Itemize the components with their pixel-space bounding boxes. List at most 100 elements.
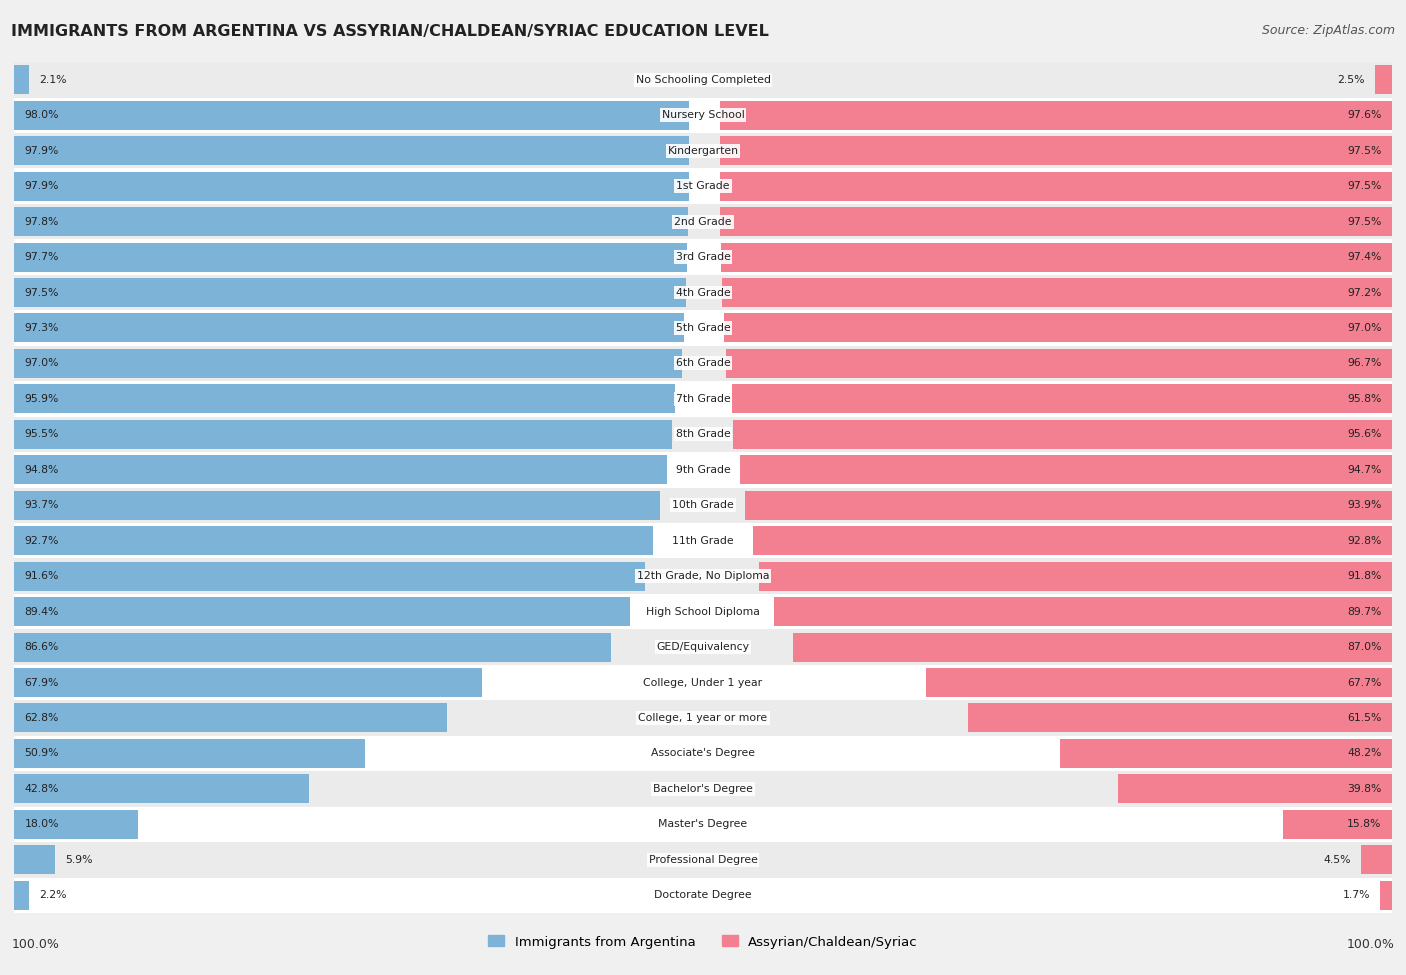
Bar bbox=[14, 559, 1392, 594]
Text: 94.8%: 94.8% bbox=[24, 465, 59, 475]
Bar bbox=[793, 633, 1392, 662]
Bar bbox=[720, 207, 1392, 236]
Text: 1st Grade: 1st Grade bbox=[676, 181, 730, 191]
Text: 15.8%: 15.8% bbox=[1347, 819, 1382, 830]
Bar bbox=[14, 381, 1392, 416]
Bar bbox=[14, 169, 1392, 204]
Text: Professional Degree: Professional Degree bbox=[648, 855, 758, 865]
Bar bbox=[14, 490, 659, 520]
Bar bbox=[14, 810, 138, 838]
Text: College, Under 1 year: College, Under 1 year bbox=[644, 678, 762, 687]
Text: Associate's Degree: Associate's Degree bbox=[651, 749, 755, 759]
Text: 4th Grade: 4th Grade bbox=[676, 288, 730, 297]
Bar bbox=[14, 562, 645, 591]
Bar bbox=[745, 490, 1392, 520]
Bar bbox=[720, 172, 1392, 201]
Bar bbox=[14, 313, 685, 342]
Text: Kindergarten: Kindergarten bbox=[668, 145, 738, 156]
Text: 2.2%: 2.2% bbox=[39, 890, 67, 900]
Text: 95.9%: 95.9% bbox=[24, 394, 59, 404]
Text: 42.8%: 42.8% bbox=[24, 784, 59, 794]
Text: 67.9%: 67.9% bbox=[24, 678, 59, 687]
Bar bbox=[14, 349, 682, 378]
Text: 5.9%: 5.9% bbox=[65, 855, 93, 865]
Text: 97.9%: 97.9% bbox=[24, 181, 59, 191]
Legend: Immigrants from Argentina, Assyrian/Chaldean/Syriac: Immigrants from Argentina, Assyrian/Chal… bbox=[488, 935, 918, 949]
Bar bbox=[14, 346, 1392, 381]
Text: 97.5%: 97.5% bbox=[1347, 181, 1382, 191]
Bar bbox=[14, 384, 675, 413]
Text: 97.0%: 97.0% bbox=[24, 359, 59, 369]
Text: IMMIGRANTS FROM ARGENTINA VS ASSYRIAN/CHALDEAN/SYRIAC EDUCATION LEVEL: IMMIGRANTS FROM ARGENTINA VS ASSYRIAN/CH… bbox=[11, 24, 769, 39]
Bar bbox=[14, 665, 1392, 700]
Bar bbox=[14, 172, 689, 201]
Bar bbox=[14, 100, 689, 130]
Bar bbox=[14, 629, 1392, 665]
Bar bbox=[720, 100, 1392, 130]
Bar bbox=[14, 597, 630, 626]
Text: 18.0%: 18.0% bbox=[24, 819, 59, 830]
Text: 97.0%: 97.0% bbox=[1347, 323, 1382, 332]
Text: 97.5%: 97.5% bbox=[24, 288, 59, 297]
Text: 91.8%: 91.8% bbox=[1347, 571, 1382, 581]
Bar bbox=[14, 700, 1392, 736]
Text: 50.9%: 50.9% bbox=[24, 749, 59, 759]
Bar bbox=[14, 310, 1392, 346]
Bar bbox=[14, 736, 1392, 771]
Text: 86.6%: 86.6% bbox=[24, 643, 59, 652]
Bar bbox=[14, 239, 1392, 275]
Bar bbox=[14, 739, 364, 768]
Text: Bachelor's Degree: Bachelor's Degree bbox=[652, 784, 754, 794]
Bar bbox=[725, 349, 1392, 378]
Text: 93.7%: 93.7% bbox=[24, 500, 59, 510]
Text: Master's Degree: Master's Degree bbox=[658, 819, 748, 830]
Bar bbox=[14, 845, 55, 875]
Text: College, 1 year or more: College, 1 year or more bbox=[638, 713, 768, 722]
Text: High School Diploma: High School Diploma bbox=[647, 606, 759, 616]
Bar bbox=[734, 420, 1392, 449]
Text: 12th Grade, No Diploma: 12th Grade, No Diploma bbox=[637, 571, 769, 581]
Bar bbox=[1381, 880, 1392, 910]
Bar bbox=[14, 774, 309, 803]
Bar bbox=[14, 633, 610, 662]
Bar bbox=[733, 384, 1392, 413]
Text: 62.8%: 62.8% bbox=[24, 713, 59, 722]
Text: 97.4%: 97.4% bbox=[1347, 253, 1382, 262]
Text: Nursery School: Nursery School bbox=[662, 110, 744, 120]
Text: No Schooling Completed: No Schooling Completed bbox=[636, 75, 770, 85]
Text: 4.5%: 4.5% bbox=[1323, 855, 1351, 865]
Text: GED/Equivalency: GED/Equivalency bbox=[657, 643, 749, 652]
Text: 67.7%: 67.7% bbox=[1347, 678, 1382, 687]
Text: 92.7%: 92.7% bbox=[24, 535, 59, 546]
Text: 91.6%: 91.6% bbox=[24, 571, 59, 581]
Bar bbox=[969, 703, 1392, 732]
Text: 8th Grade: 8th Grade bbox=[676, 429, 730, 440]
Text: 10th Grade: 10th Grade bbox=[672, 500, 734, 510]
Text: 48.2%: 48.2% bbox=[1347, 749, 1382, 759]
Text: 97.6%: 97.6% bbox=[1347, 110, 1382, 120]
Bar bbox=[752, 526, 1392, 555]
Bar bbox=[1284, 810, 1392, 838]
Bar bbox=[14, 771, 1392, 806]
Bar bbox=[723, 278, 1392, 307]
Text: 6th Grade: 6th Grade bbox=[676, 359, 730, 369]
Text: 94.7%: 94.7% bbox=[1347, 465, 1382, 475]
Text: 92.8%: 92.8% bbox=[1347, 535, 1382, 546]
Text: 98.0%: 98.0% bbox=[24, 110, 59, 120]
Text: Doctorate Degree: Doctorate Degree bbox=[654, 890, 752, 900]
Bar bbox=[14, 668, 482, 697]
Text: 87.0%: 87.0% bbox=[1347, 643, 1382, 652]
Text: 2nd Grade: 2nd Grade bbox=[675, 216, 731, 226]
Bar bbox=[14, 420, 672, 449]
Bar bbox=[759, 562, 1392, 591]
Text: 89.7%: 89.7% bbox=[1347, 606, 1382, 616]
Bar bbox=[14, 452, 1392, 488]
Bar bbox=[14, 98, 1392, 133]
Bar bbox=[925, 668, 1392, 697]
Bar bbox=[14, 878, 1392, 913]
Text: 97.2%: 97.2% bbox=[1347, 288, 1382, 297]
Text: 96.7%: 96.7% bbox=[1347, 359, 1382, 369]
Bar bbox=[721, 243, 1392, 272]
Text: 93.9%: 93.9% bbox=[1347, 500, 1382, 510]
Bar bbox=[14, 594, 1392, 629]
